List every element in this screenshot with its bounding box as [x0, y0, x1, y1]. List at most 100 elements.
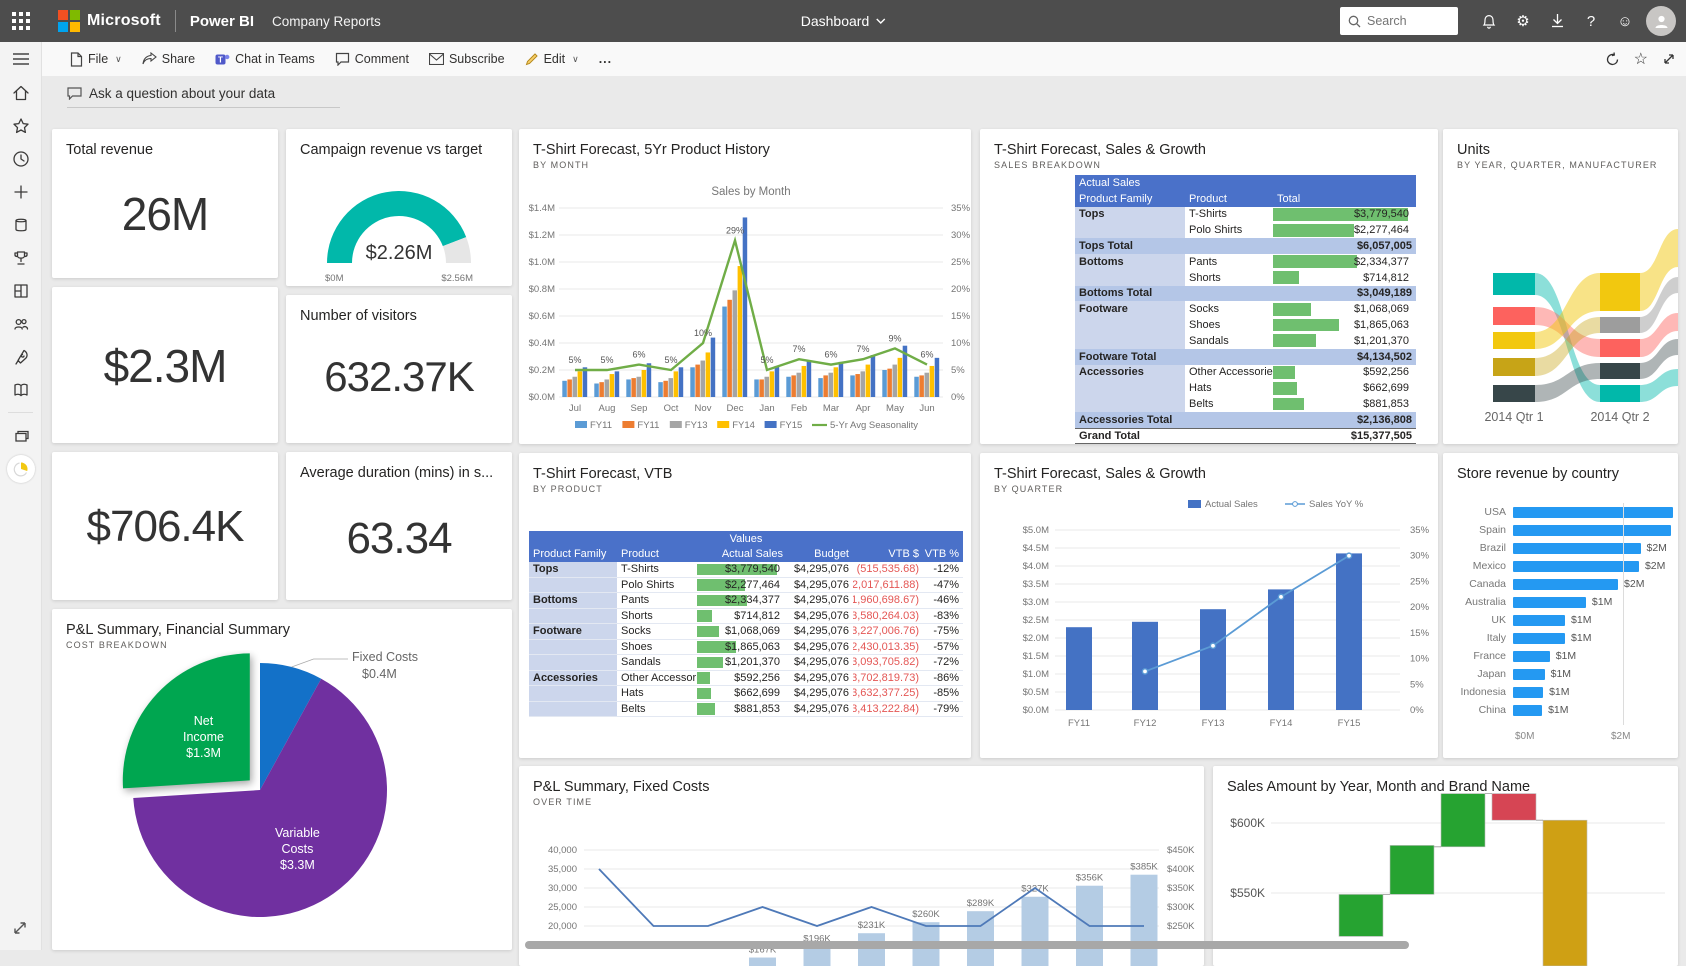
- tile-revenue-23m[interactable]: $2.3M: [52, 287, 278, 443]
- value-label: $1M: [1591, 596, 1613, 608]
- tile-avg-duration[interactable]: Average duration (mins) in s... 63.34: [286, 452, 512, 600]
- horizontal-scrollbar-thumb[interactable]: [525, 941, 1409, 949]
- notifications-bell-icon[interactable]: [1472, 0, 1506, 42]
- fullscreen-icon[interactable]: [1662, 52, 1676, 66]
- tile-quarter-growth[interactable]: T-Shirt Forecast, Sales & Growth BY QUAR…: [980, 453, 1438, 758]
- column-header: VTB $: [888, 548, 919, 561]
- favorites-icon: [13, 117, 29, 133]
- svg-text:6%: 6%: [632, 350, 645, 360]
- sidebar-item-browse-workspaces[interactable]: [0, 419, 42, 452]
- sidebar-item-apps[interactable]: [0, 274, 42, 307]
- svg-text:40,000: 40,000: [548, 845, 577, 856]
- svg-text:$1.2M: $1.2M: [529, 230, 555, 241]
- avatar[interactable]: [1646, 6, 1676, 36]
- tile-visitors[interactable]: Number of visitors 632.37K: [286, 295, 512, 443]
- tile-vtb-table[interactable]: T-Shirt Forecast, VTB BY PRODUCT Values P…: [519, 453, 971, 758]
- svg-text:$260K: $260K: [912, 909, 940, 920]
- country-row: Brazil $2M: [1451, 539, 1673, 557]
- svg-text:2014 Qtr 2: 2014 Qtr 2: [1590, 410, 1649, 424]
- tile-subtitle: BY YEAR, QUARTER, MANUFACTURER: [1457, 160, 1658, 170]
- tile-title: Store revenue by country: [1457, 466, 1620, 482]
- tile-store-revenue[interactable]: Store revenue by country USA Spain Brazil $…: [1443, 453, 1678, 758]
- tile-total-revenue[interactable]: Total revenue 26M: [52, 129, 278, 278]
- sidebar-item-deployment-pipelines[interactable]: [0, 340, 42, 373]
- svg-text:$4.5M: $4.5M: [1023, 543, 1049, 554]
- svg-text:Sales by Month: Sales by Month: [711, 186, 790, 198]
- header-group-label: Actual Sales: [1079, 176, 1141, 189]
- comment-button[interactable]: Comment: [325, 42, 419, 76]
- dashboard-dropdown[interactable]: Dashboard: [801, 13, 886, 29]
- download-icon[interactable]: [1540, 0, 1574, 42]
- table-row: Accessories Total $2,136,808: [1075, 411, 1416, 428]
- svg-text:Costs: Costs: [281, 842, 313, 856]
- workspace-name[interactable]: Company Reports: [272, 13, 381, 29]
- feedback-smiley-icon[interactable]: ☺: [1617, 12, 1633, 30]
- kpi-value: $706.4K: [86, 502, 245, 551]
- svg-text:FY13: FY13: [685, 420, 708, 431]
- tile-units-ribbon[interactable]: Units BY YEAR, QUARTER, MANUFACTURER 201…: [1443, 129, 1678, 444]
- sidebar-item-goals[interactable]: [0, 241, 42, 274]
- tile-cost-706k[interactable]: $706.4K: [52, 452, 278, 600]
- value-label: $2M: [1646, 542, 1667, 554]
- sidebar-item-workspaces-people[interactable]: [0, 307, 42, 340]
- expand-diagonal-icon[interactable]: [11, 919, 29, 942]
- country-row: Italy $1M: [1451, 629, 1673, 647]
- svg-text:$4.0M: $4.0M: [1023, 561, 1049, 572]
- svg-text:20%: 20%: [1410, 602, 1430, 613]
- microsoft-logo-squares: [58, 10, 80, 32]
- tile-5yr-history[interactable]: T-Shirt Forecast, 5Yr Product History BY…: [519, 129, 971, 444]
- sidebar-item-favorites[interactable]: [0, 109, 42, 142]
- waffle-menu-icon[interactable]: [0, 0, 42, 42]
- edit-button[interactable]: Edit ∨: [515, 42, 589, 76]
- revenue-bar: [1513, 542, 1641, 554]
- help-icon[interactable]: ?: [1586, 12, 1596, 30]
- more-options-button[interactable]: ...: [589, 42, 622, 76]
- report-toolbar: File ∨ Share T Chat in Teams Comment Subs…: [42, 42, 1686, 76]
- svg-text:Feb: Feb: [791, 403, 807, 414]
- sidebar-item-recent[interactable]: [0, 142, 42, 175]
- microsoft-logo[interactable]: Microsoft: [58, 10, 161, 32]
- hamburger-menu-icon[interactable]: [0, 42, 42, 76]
- sidebar-item-learn[interactable]: [0, 373, 42, 406]
- country-label: Indonesia: [1460, 686, 1506, 698]
- table-row: Shoes $1,865,063: [1075, 317, 1416, 333]
- column-header: Product Family: [533, 548, 607, 561]
- app-name[interactable]: Power BI: [189, 12, 254, 30]
- sidebar-divider: [8, 412, 33, 413]
- search-box[interactable]: [1340, 7, 1458, 35]
- file-menu[interactable]: File ∨: [60, 42, 132, 76]
- svg-text:7%: 7%: [792, 344, 805, 354]
- share-button[interactable]: Share: [132, 42, 205, 76]
- subscribe-button[interactable]: Subscribe: [419, 42, 515, 76]
- svg-text:$0.4M: $0.4M: [362, 667, 397, 681]
- tile-campaign-gauge[interactable]: Campaign revenue vs target $2.26M $0M $2.5…: [286, 129, 512, 286]
- file-menu-label: File: [88, 52, 109, 66]
- svg-text:$289K: $289K: [967, 898, 995, 909]
- svg-text:FY11: FY11: [590, 420, 612, 431]
- svg-text:35,000: 35,000: [548, 864, 577, 875]
- svg-text:0%: 0%: [951, 392, 965, 403]
- sidebar-item-home[interactable]: [0, 76, 42, 109]
- tile-fixed-costs[interactable]: P&L Summary, Fixed Costs OVER TIME 40,00…: [519, 766, 1204, 966]
- sidebar-item-create[interactable]: [0, 175, 42, 208]
- favorite-star-icon[interactable]: ☆: [1633, 51, 1648, 68]
- qna-input[interactable]: Ask a question about your data: [67, 86, 340, 108]
- value-label: $1M: [1555, 650, 1577, 662]
- tile-title: Number of visitors: [300, 308, 417, 324]
- revenue-bar: [1513, 524, 1672, 536]
- tile-sales-waterfall[interactable]: Sales Amount by Year, Month and Brand Na…: [1213, 766, 1678, 966]
- dashboard-dropdown-label: Dashboard: [800, 13, 870, 29]
- value-label: $1M: [1550, 668, 1572, 680]
- chat-in-teams-button[interactable]: T Chat in Teams: [205, 42, 325, 76]
- tile-sales-breakdown[interactable]: T-Shirt Forecast, Sales & Growth SALES B…: [980, 129, 1438, 444]
- search-input[interactable]: [1367, 14, 1447, 28]
- tile-title: P&L Summary, Financial Summary: [66, 622, 291, 638]
- waterfall-chart: $600K $550K: [1213, 766, 1678, 966]
- sidebar-item-current-workspace[interactable]: [0, 452, 42, 485]
- tile-pnl-pie[interactable]: P&L Summary, Financial Summary COST BREA…: [52, 609, 512, 950]
- sidebar-item-datasets[interactable]: [0, 208, 42, 241]
- refresh-icon[interactable]: [1605, 51, 1620, 67]
- settings-gear-icon[interactable]: ⚙: [1516, 13, 1530, 30]
- svg-text:10%: 10%: [694, 328, 712, 338]
